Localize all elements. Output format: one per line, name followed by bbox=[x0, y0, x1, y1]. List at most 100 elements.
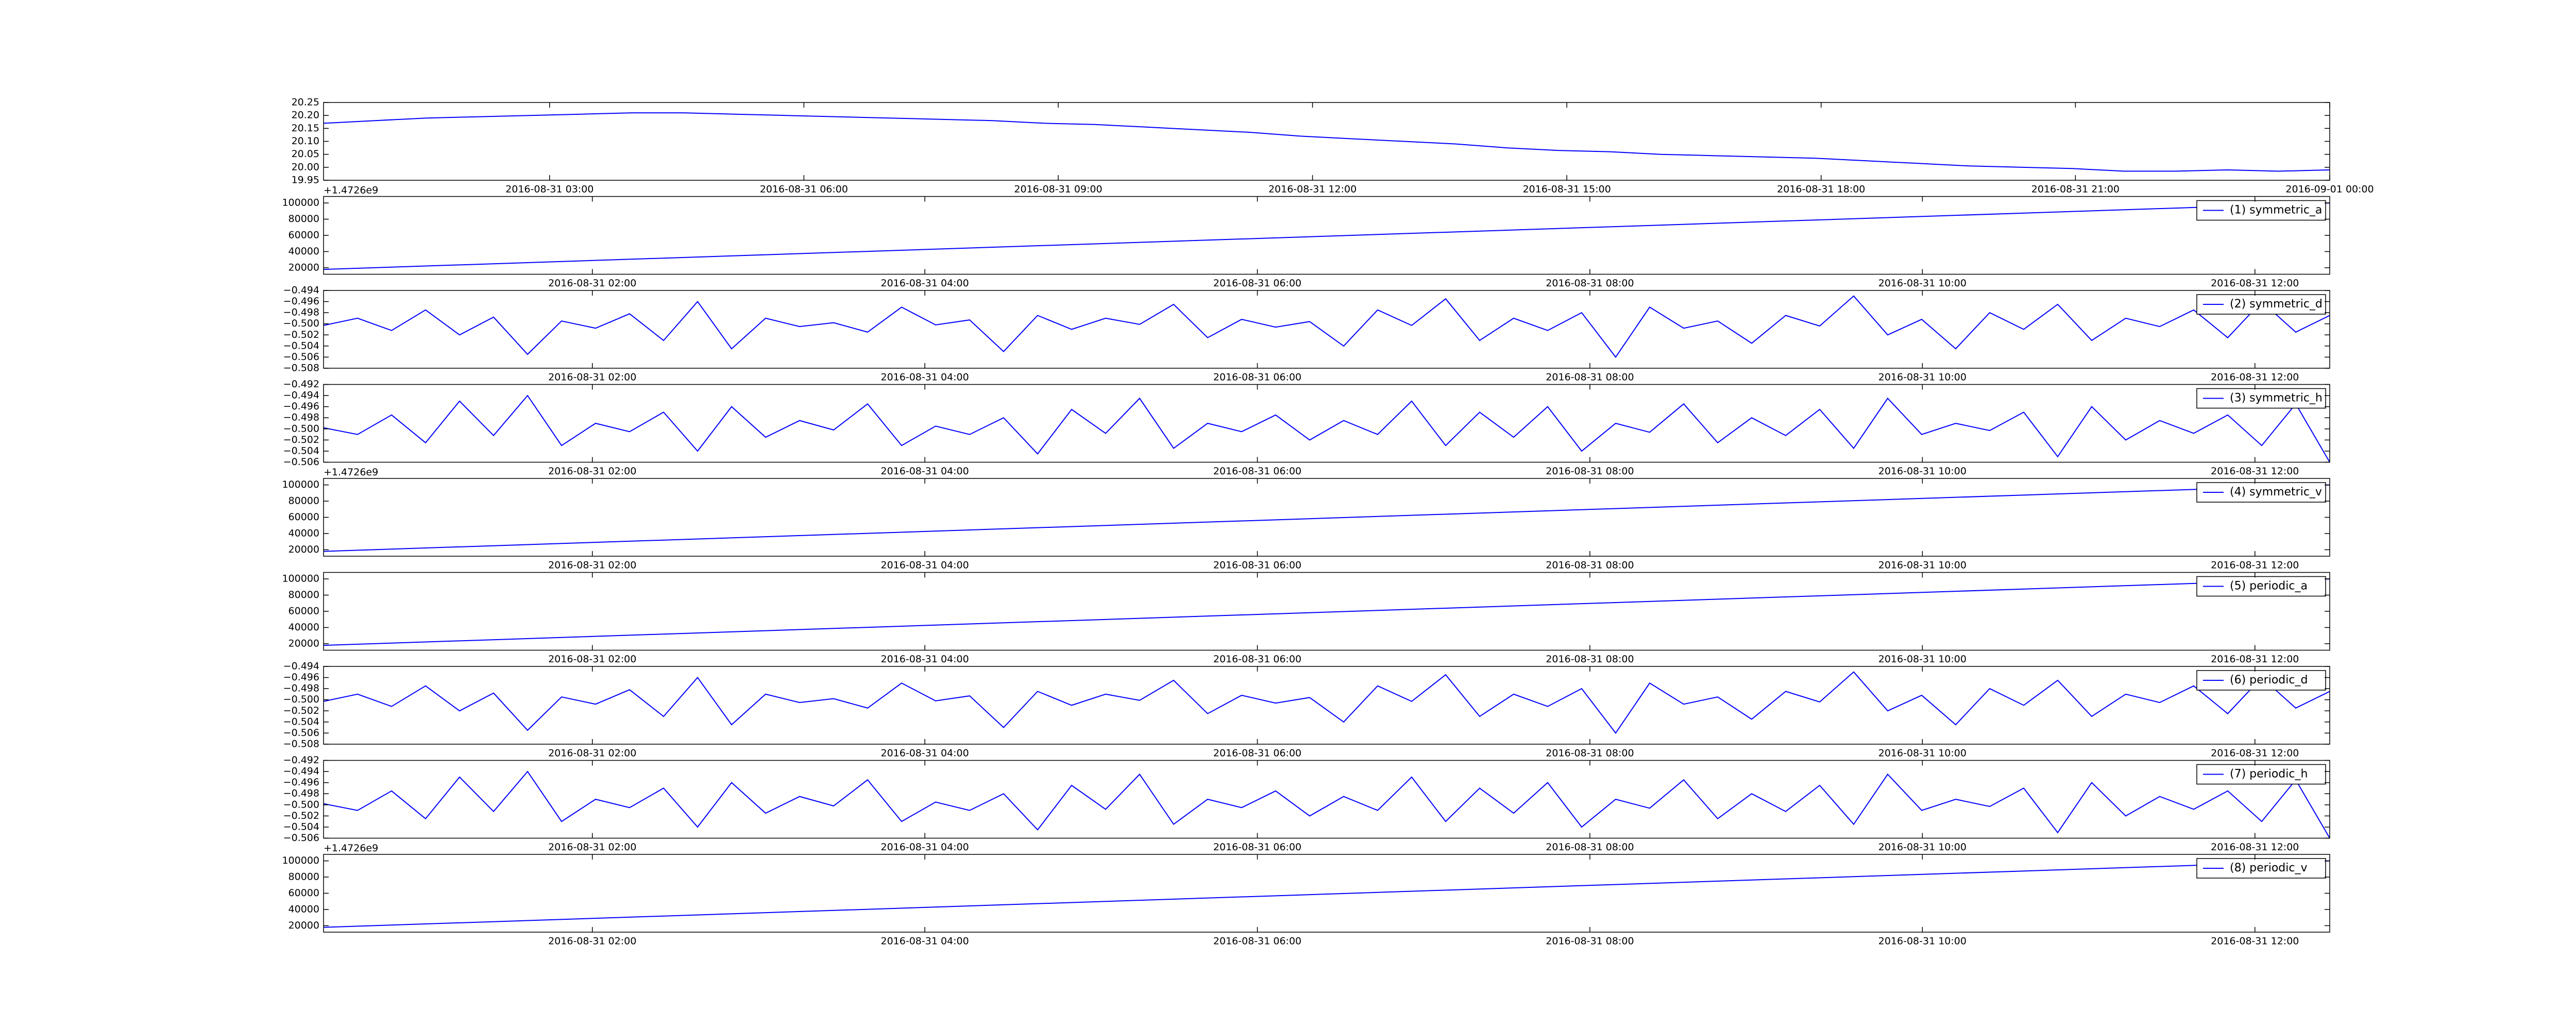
y-tick-label: 20000 bbox=[289, 544, 319, 555]
y-tick-label: 60000 bbox=[289, 887, 319, 899]
y-tick-label: 20.00 bbox=[292, 161, 319, 173]
y-tick-label: 20.10 bbox=[292, 135, 319, 147]
y-tick-label: −0.496 bbox=[283, 672, 319, 683]
y-tick-label: 80000 bbox=[289, 213, 319, 225]
y-tick-label: −0.500 bbox=[283, 318, 319, 329]
axes-frame bbox=[323, 290, 2330, 369]
offset-text: +1.4726e9 bbox=[324, 843, 378, 854]
y-tick-label: 40000 bbox=[289, 246, 319, 257]
y-tick-label: −0.492 bbox=[283, 379, 319, 390]
x-tick-label: 2016-08-31 10:00 bbox=[1878, 936, 1967, 947]
y-tick-label: 20.15 bbox=[292, 123, 319, 134]
x-tick-label: 2016-08-31 04:00 bbox=[881, 560, 969, 571]
y-tick-label: 20000 bbox=[289, 262, 319, 273]
plot-area bbox=[324, 770, 2330, 838]
plot-area bbox=[324, 578, 2330, 646]
y-tick-label: −0.502 bbox=[283, 810, 319, 821]
y-tick-label: 80000 bbox=[289, 495, 319, 507]
x-tick-label: 2016-08-31 12:00 bbox=[2211, 278, 2299, 289]
offset-text: +1.4726e9 bbox=[324, 467, 378, 478]
y-tick-label: −0.500 bbox=[283, 423, 319, 434]
x-tick-label: 2016-08-31 02:00 bbox=[548, 936, 636, 947]
x-tick-label: 2016-08-31 06:00 bbox=[1213, 842, 1301, 853]
x-tick-label: 2016-08-31 06:00 bbox=[760, 184, 848, 195]
y-tick-label: −0.498 bbox=[283, 307, 319, 318]
series-line bbox=[324, 112, 2330, 172]
y-tick-label: −0.504 bbox=[283, 821, 319, 832]
y-tick-label: 19.95 bbox=[292, 175, 319, 186]
y-tick-label: −0.494 bbox=[283, 390, 319, 401]
y-tick-label: −0.498 bbox=[283, 788, 319, 799]
series-line bbox=[324, 578, 2330, 646]
y-tick-label: −0.492 bbox=[283, 754, 319, 766]
x-tick-label: 2016-08-31 12:00 bbox=[2211, 654, 2299, 665]
series-line bbox=[324, 394, 2330, 462]
x-tick-label: 2016-08-31 06:00 bbox=[1213, 936, 1301, 947]
legend-text: (8) periodic_v bbox=[2230, 862, 2307, 874]
y-tick-label: 20000 bbox=[289, 638, 319, 649]
x-tick-label: 2016-08-31 12:00 bbox=[2211, 560, 2299, 571]
x-tick-label: 2016-08-31 12:00 bbox=[2211, 842, 2299, 853]
x-tick-label: 2016-08-31 02:00 bbox=[548, 560, 636, 571]
axes-frame bbox=[323, 666, 2330, 745]
x-tick-label: 2016-08-31 10:00 bbox=[1878, 372, 1967, 383]
y-tick-label: 100000 bbox=[282, 573, 319, 585]
x-tick-label: 2016-08-31 15:00 bbox=[1523, 184, 1611, 195]
y-tick-label: −0.502 bbox=[283, 705, 319, 716]
y-tick-label: 40000 bbox=[289, 527, 319, 539]
x-tick-label: 2016-08-31 06:00 bbox=[1213, 748, 1301, 759]
x-tick-label: 2016-08-31 10:00 bbox=[1878, 748, 1967, 759]
plot-area bbox=[324, 295, 2330, 358]
y-tick-label: −0.500 bbox=[283, 694, 319, 705]
x-tick-label: 2016-08-31 02:00 bbox=[548, 278, 636, 289]
x-tick-label: 2016-08-31 06:00 bbox=[1213, 466, 1301, 477]
x-tick-label: 2016-08-31 10:00 bbox=[1878, 466, 1967, 477]
y-tick-label: −0.494 bbox=[283, 766, 319, 777]
x-tick-label: 2016-08-31 12:00 bbox=[2211, 372, 2299, 383]
y-tick-label: 80000 bbox=[289, 589, 319, 600]
legend-text: (3) symmetric_h bbox=[2230, 392, 2323, 405]
legend-text: (4) symmetric_v bbox=[2230, 486, 2322, 499]
x-tick-label: 2016-08-31 12:00 bbox=[2211, 936, 2299, 947]
y-tick-label: −0.506 bbox=[283, 351, 319, 363]
x-tick-label: 2016-08-31 06:00 bbox=[1213, 278, 1301, 289]
x-tick-label: 2016-09-01 00:00 bbox=[2285, 184, 2374, 195]
x-tick-label: 2016-08-31 08:00 bbox=[1546, 936, 1634, 947]
x-tick-label: 2016-08-31 04:00 bbox=[881, 372, 969, 383]
legend-box bbox=[2196, 858, 2326, 879]
y-tick-label: −0.506 bbox=[283, 832, 319, 844]
x-tick-label: 2016-08-31 08:00 bbox=[1546, 560, 1634, 571]
y-tick-label: 100000 bbox=[282, 479, 319, 490]
y-tick-label: 60000 bbox=[289, 230, 319, 241]
legend-text: (7) periodic_h bbox=[2230, 768, 2308, 781]
axes-frame bbox=[323, 384, 2330, 463]
x-tick-label: 2016-08-31 02:00 bbox=[548, 654, 636, 665]
x-tick-label: 2016-08-31 08:00 bbox=[1546, 278, 1634, 289]
x-tick-label: 2016-08-31 06:00 bbox=[1213, 560, 1301, 571]
x-tick-label: 2016-08-31 10:00 bbox=[1878, 560, 1967, 571]
x-tick-label: 2016-08-31 04:00 bbox=[881, 278, 969, 289]
y-tick-label: −0.504 bbox=[283, 716, 319, 727]
y-tick-label: 20.25 bbox=[292, 97, 319, 108]
x-tick-label: 2016-08-31 04:00 bbox=[881, 654, 969, 665]
x-tick-label: 2016-08-31 08:00 bbox=[1546, 748, 1634, 759]
x-tick-label: 2016-08-31 10:00 bbox=[1878, 842, 1967, 853]
axes-frame bbox=[323, 760, 2330, 839]
y-tick-label: 40000 bbox=[289, 622, 319, 633]
plot-area bbox=[324, 860, 2330, 928]
plot-area bbox=[324, 202, 2330, 270]
x-tick-label: 2016-08-31 04:00 bbox=[881, 842, 969, 853]
y-tick-label: −0.498 bbox=[283, 683, 319, 694]
x-tick-label: 2016-08-31 08:00 bbox=[1546, 466, 1634, 477]
offset-text: +1.4726e9 bbox=[324, 185, 378, 196]
y-tick-label: −0.504 bbox=[283, 340, 319, 351]
series-line bbox=[324, 295, 2330, 358]
x-tick-label: 2016-08-31 18:00 bbox=[1777, 184, 1865, 195]
plot-area bbox=[324, 394, 2330, 462]
y-tick-label: 60000 bbox=[289, 511, 319, 523]
y-tick-label: −0.502 bbox=[283, 329, 319, 340]
y-tick-label: −0.504 bbox=[283, 445, 319, 456]
y-tick-label: 80000 bbox=[289, 871, 319, 883]
